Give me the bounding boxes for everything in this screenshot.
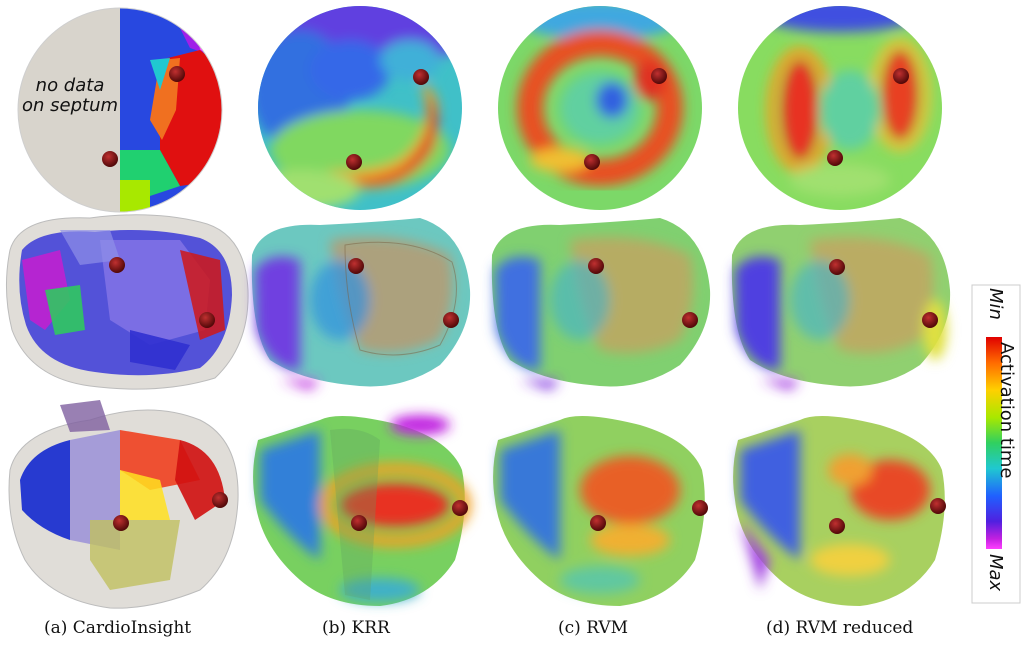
no-data-note-line2: on septum — [21, 95, 119, 116]
polar-map-rvm-reduced — [738, 6, 942, 210]
marker-icon — [348, 258, 364, 274]
heart-front-rvm-reduced — [731, 218, 951, 390]
heart-front-cardioinsight — [5, 214, 249, 390]
polar-map-rvm — [498, 6, 702, 210]
marker-icon — [346, 154, 362, 170]
marker-icon — [893, 68, 909, 84]
marker-icon — [590, 515, 606, 531]
marker-icon — [829, 259, 845, 275]
polar-map-outline — [17, 7, 223, 213]
colorbar-max-label: Max — [985, 554, 1006, 592]
no-data-note-line1: no data — [35, 75, 105, 96]
marker-icon — [692, 500, 708, 516]
marker-icon — [102, 151, 118, 167]
caption-c: (c) RVM — [558, 618, 629, 638]
no-data-note: no data on septum — [18, 76, 122, 116]
colorbar-min-label: Min — [985, 288, 1006, 320]
colorbar-title: Activation time — [996, 342, 1017, 479]
marker-icon — [588, 258, 604, 274]
marker-icon — [113, 515, 129, 531]
caption-d: (d) RVM reduced — [766, 618, 914, 638]
marker-icon — [930, 498, 946, 514]
marker-icon — [212, 492, 228, 508]
marker-icon — [169, 66, 185, 82]
colorbar-gradient — [986, 337, 1002, 549]
heart-back-rvm — [493, 416, 705, 606]
marker-icon — [827, 150, 843, 166]
marker-icon — [443, 312, 459, 328]
marker-icon — [584, 154, 600, 170]
heart-back-krr — [253, 415, 471, 606]
marker-icon — [452, 500, 468, 516]
marker-icon — [651, 68, 667, 84]
marker-icon — [109, 257, 125, 273]
marker-icon — [351, 515, 367, 531]
marker-icon — [413, 69, 429, 85]
caption-a: (a) CardioInsight — [44, 618, 192, 638]
heart-back-cardioinsight — [8, 400, 239, 609]
heart-back-rvm-reduced — [733, 416, 945, 606]
marker-icon — [199, 312, 215, 328]
marker-icon — [829, 518, 845, 534]
heart-front-rvm — [491, 218, 711, 390]
marker-icon — [682, 312, 698, 328]
polar-map-krr — [258, 6, 462, 210]
caption-b: (b) KRR — [322, 618, 390, 638]
marker-icon — [922, 312, 938, 328]
heart-front-krr — [251, 218, 471, 390]
